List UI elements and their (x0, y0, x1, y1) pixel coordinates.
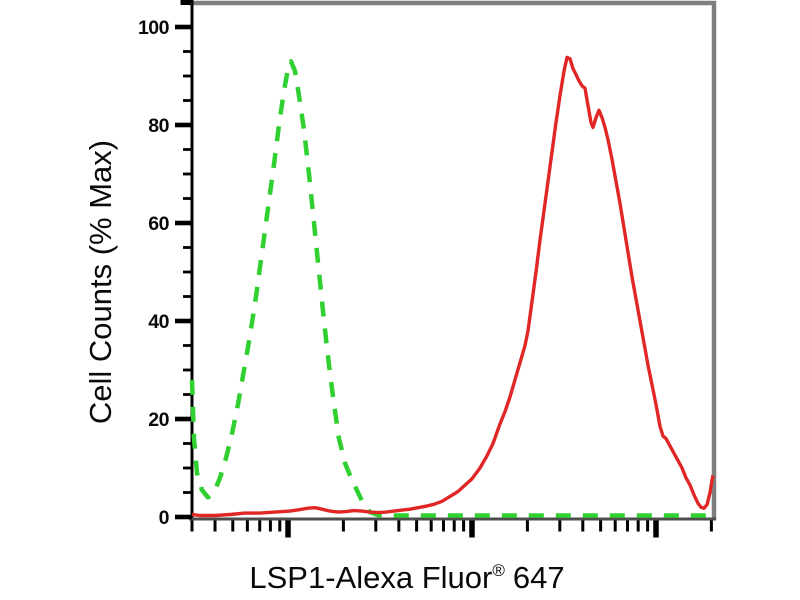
y-minor-tick (183, 148, 192, 151)
x-minor-tick (441, 520, 445, 532)
y-minor-tick (183, 491, 192, 494)
y-minor-tick (183, 50, 192, 53)
y-major-tick (175, 122, 192, 128)
x-minor-tick (636, 520, 640, 532)
x-minor-tick (374, 520, 378, 532)
x-major-tick (469, 520, 475, 538)
y-minor-tick (183, 197, 192, 200)
x-minor-tick (213, 520, 217, 532)
y-tick-label: 100 (138, 17, 170, 39)
x-minor-tick (397, 520, 401, 532)
y-top-tick (180, 0, 192, 5)
y-minor-tick (183, 99, 192, 102)
x-minor-tick (231, 520, 235, 532)
y-minor-tick (183, 295, 192, 298)
curve-red-solid-lsp1 (191, 55, 715, 518)
y-minor-tick (183, 344, 192, 347)
x-minor-tick (558, 520, 562, 532)
x-minor-tick (599, 520, 603, 532)
y-tick-label: 40 (148, 311, 169, 333)
y-major-tick (175, 318, 192, 324)
y-major-tick (175, 514, 192, 520)
y-minor-tick (183, 172, 192, 176)
y-minor-tick (183, 466, 192, 470)
y-minor-tick (183, 442, 192, 445)
y-tick-label: 60 (148, 213, 169, 235)
x-minor-tick (613, 520, 617, 532)
x-minor-tick (190, 520, 194, 532)
y-tick-label: 0 (159, 507, 170, 529)
x-minor-tick (581, 520, 585, 532)
registered-trademark-icon: ® (492, 561, 505, 580)
y-minor-tick (183, 393, 192, 396)
x-minor-tick (626, 520, 630, 532)
x-minor-tick (268, 520, 272, 532)
y-tick-label: 20 (148, 409, 169, 431)
y-minor-tick (183, 74, 192, 78)
x-minor-tick (525, 520, 529, 532)
x-minor-tick (429, 520, 433, 532)
x-minor-tick (452, 520, 456, 532)
x-minor-tick (278, 520, 282, 532)
x-minor-tick (245, 520, 249, 532)
x-minor-tick (709, 520, 713, 532)
y-minor-tick (183, 246, 192, 249)
y-axis-title: Cell Counts (% Max) (83, 139, 118, 425)
x-axis-title-suffix: 647 (512, 560, 565, 595)
x-minor-tick (462, 520, 466, 532)
y-minor-tick (183, 368, 192, 372)
x-minor-tick (258, 520, 262, 532)
x-minor-tick (415, 520, 419, 532)
x-minor-tick (646, 520, 650, 532)
curve-green-dashed-control (189, 59, 713, 518)
y-major-tick (175, 416, 192, 422)
y-minor-tick (183, 270, 192, 274)
y-major-tick (175, 220, 192, 226)
x-axis-title: LSP1-Alexa Fluor® 647 (249, 560, 564, 596)
x-major-tick (285, 520, 291, 538)
x-minor-tick (341, 520, 345, 532)
y-major-tick (175, 24, 192, 30)
x-major-tick (653, 520, 659, 538)
y-tick-label: 80 (148, 115, 169, 137)
x-axis-title-main: LSP1-Alexa Fluor (249, 560, 493, 595)
